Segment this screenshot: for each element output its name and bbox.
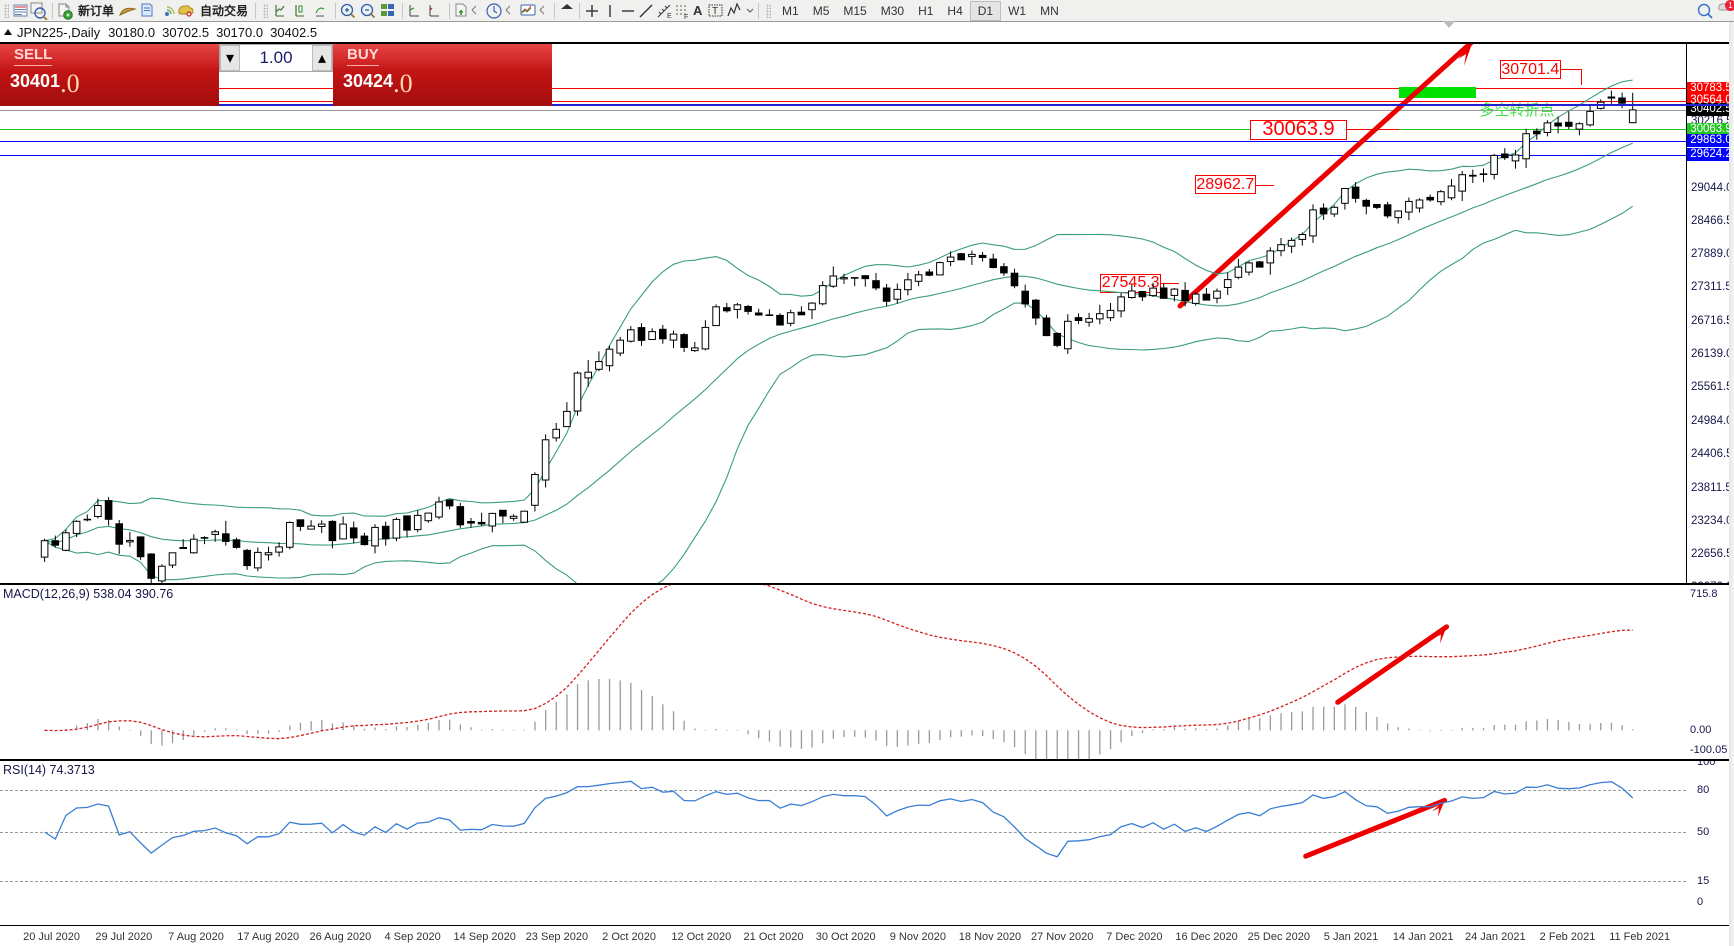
svg-text:T: T [712,6,718,17]
svg-text:F: F [684,14,688,20]
svg-text:A: A [693,3,703,18]
svg-text:E: E [667,13,672,20]
